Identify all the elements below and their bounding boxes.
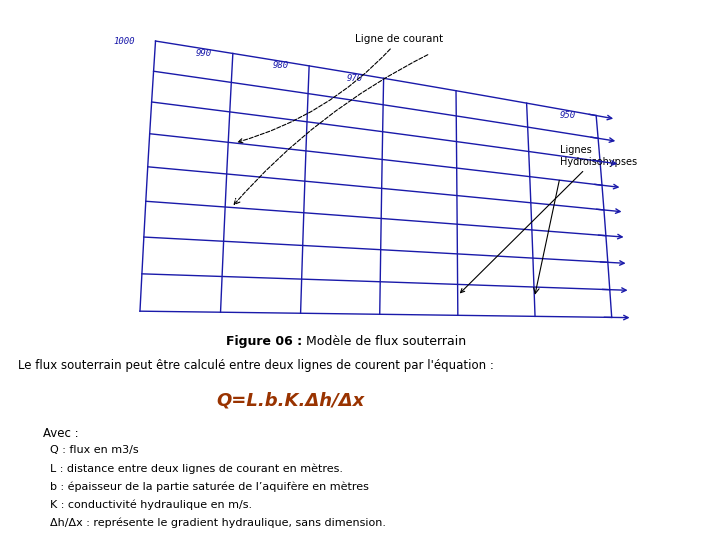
Text: Q : flux en m3/s: Q : flux en m3/s (50, 446, 139, 456)
Text: 990: 990 (196, 49, 212, 58)
Text: Δh/Δx : représente le gradient hydraulique, sans dimension.: Δh/Δx : représente le gradient hydrauliq… (50, 517, 387, 528)
Text: Lignes
Hydroisohypses: Lignes Hydroisohypses (461, 145, 637, 293)
Text: 980: 980 (272, 62, 289, 70)
Text: K : conductivité hydraulique en m/s.: K : conductivité hydraulique en m/s. (50, 500, 253, 510)
Text: Ligne de courant: Ligne de courant (238, 34, 444, 143)
Text: Le flux souterrain peut être calculé entre deux lignes de courent par l'équation: Le flux souterrain peut être calculé ent… (18, 359, 494, 372)
Text: 1000: 1000 (113, 37, 135, 45)
Text: 950: 950 (559, 111, 575, 120)
Text: Q=L.b.K.Δh/Δx: Q=L.b.K.Δh/Δx (216, 392, 364, 409)
Text: b : épaisseur de la partie saturée de l’aquifère en mètres: b : épaisseur de la partie saturée de l’… (50, 482, 369, 492)
Text: Avec :: Avec : (43, 427, 78, 440)
Text: L : distance entre deux lignes de courant en mètres.: L : distance entre deux lignes de couran… (50, 463, 343, 474)
Text: Modèle de flux souterrain: Modèle de flux souterrain (302, 335, 467, 348)
Text: Figure 06 :: Figure 06 : (226, 335, 302, 348)
Text: 970: 970 (347, 74, 363, 83)
